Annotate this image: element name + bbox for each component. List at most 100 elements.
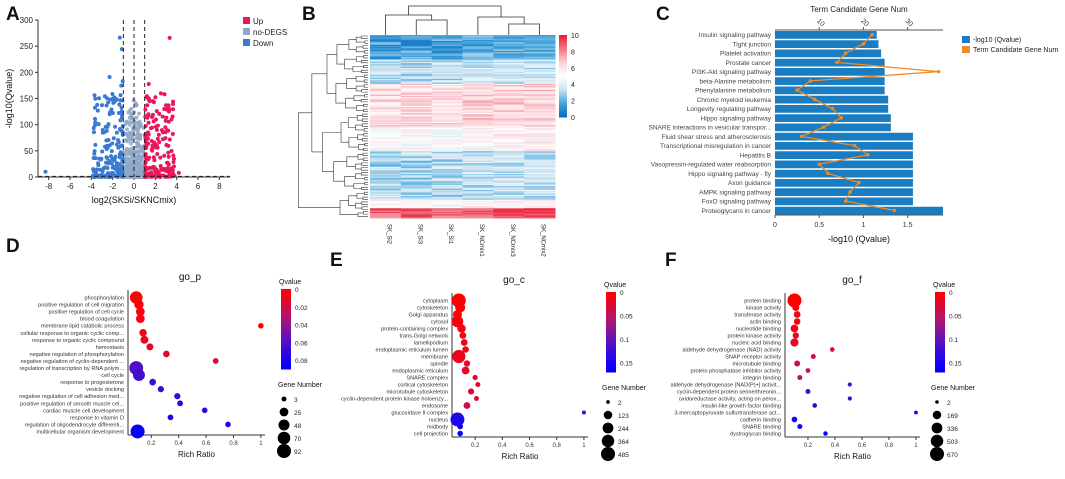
heatmap-cell: [524, 181, 556, 184]
heatmap-cell: [462, 94, 494, 97]
point-down: [104, 155, 109, 160]
colorbar-step: [606, 366, 616, 369]
term-label: SNAP receptor activity: [725, 355, 781, 361]
heatmap-cell: [493, 180, 525, 182]
heatmap-cell: [493, 80, 525, 82]
heatmap-cell: [524, 88, 556, 91]
heatmap-cell: [370, 108, 402, 110]
heatmap-cell: [524, 43, 556, 46]
heatmap-cell: [462, 215, 494, 218]
heatmap-cell: [370, 59, 402, 62]
heatmap-cell: [493, 121, 525, 124]
term-label: oxidoreductase activity, acting on perox…: [679, 397, 782, 403]
gene-num-point: [835, 60, 839, 65]
heatmap-cell: [400, 92, 433, 94]
heatmap-cell: [524, 196, 556, 198]
heatmap-cell: [493, 213, 525, 215]
bubble: [829, 347, 835, 352]
bubble: [461, 366, 470, 375]
heatmap-cell: [400, 200, 433, 203]
heatmap-cell: [370, 48, 402, 51]
colorbar-step: [559, 57, 567, 61]
heatmap-cell: [462, 103, 494, 105]
heatmap-cell: [524, 94, 556, 97]
term-label: 3-mercaptopyruvate sulfurtransferase act…: [674, 411, 781, 417]
heatmap-cell: [524, 138, 556, 141]
heatmap-cell: [400, 120, 433, 123]
bubble: [258, 322, 264, 329]
heatmap-cell: [370, 189, 402, 192]
point-up: [163, 125, 168, 130]
heatmap-cell: [400, 189, 433, 192]
colorbar-tick-label: 0.1: [620, 337, 629, 344]
category-label: Proteoglycans in cancer: [702, 208, 772, 215]
heatmap-cell: [462, 106, 494, 109]
heatmap-cell: [400, 109, 433, 112]
x-tick-label: 0: [132, 182, 137, 191]
point-up: [158, 155, 163, 160]
heatmap-cell: [524, 102, 556, 104]
heatmap-cell: [370, 141, 402, 143]
colorbar-step: [935, 328, 945, 331]
heatmap-cell: [493, 167, 525, 170]
heatmap-cell: [493, 153, 525, 155]
bubble: [157, 386, 165, 393]
colorbar-step: [935, 314, 945, 317]
term-label: Golgi apparatus: [409, 313, 449, 319]
column-label: SK_Si1: [447, 224, 453, 245]
heatmap-cell: [493, 165, 525, 168]
point-down: [100, 103, 105, 108]
heatmap-cell: [400, 121, 433, 124]
heatmap-cell: [493, 199, 525, 202]
heatmap-cell: [431, 207, 463, 209]
panel-label-f: F: [665, 250, 677, 271]
dendrogram-branch: [355, 124, 365, 131]
colorbar-step: [935, 358, 945, 361]
colorbar-step: [935, 302, 945, 305]
point-down: [104, 103, 109, 108]
term-label: cadherin binding: [740, 418, 781, 424]
heatmap-cell: [462, 91, 494, 93]
heatmap-cell: [462, 81, 494, 83]
heatmap-cell: [493, 154, 525, 157]
colorbar-step: [606, 356, 616, 359]
heatmap-cell: [524, 126, 556, 129]
heatmap-cell: [370, 83, 402, 86]
bubble: [212, 358, 219, 364]
heatmap-cell: [431, 213, 463, 215]
heatmap-cell: [462, 163, 494, 165]
heatmap-cell: [462, 213, 494, 215]
heatmap-cell: [400, 98, 433, 101]
heatmap-cell: [400, 55, 433, 58]
heatmap-cell: [400, 115, 433, 118]
point-up: [150, 148, 155, 153]
heatmap-cell: [462, 77, 494, 80]
heatmap-cell: [370, 174, 402, 176]
heatmap-cell: [493, 43, 525, 46]
heatmap-cell: [431, 197, 463, 199]
term-label: response to vitamin D: [70, 415, 124, 421]
heatmap-cell: [431, 139, 463, 142]
bar: [775, 49, 882, 58]
heatmap-cell: [400, 39, 433, 42]
category-label: Hepatitis B: [740, 152, 771, 159]
heatmap-cell: [493, 149, 525, 152]
heatmap-cell: [370, 188, 402, 191]
heatmap-cell: [400, 58, 433, 60]
heatmap-cell: [524, 37, 556, 40]
point-up: [159, 128, 164, 133]
dendrogram-branch: [357, 154, 364, 160]
point-down: [118, 118, 123, 123]
colorbar-step: [281, 357, 291, 360]
colorbar-tick-label: 0.05: [620, 314, 633, 321]
heatmap-cell: [462, 202, 494, 204]
heatmap-cell: [524, 147, 556, 149]
heatmap-cell: [431, 146, 463, 148]
heatmap-cell: [493, 102, 525, 104]
heatmap-cell: [493, 202, 525, 204]
dendrogram-branch: [363, 108, 368, 112]
gene-num-point: [852, 143, 857, 148]
heatmap-cell: [370, 180, 402, 182]
